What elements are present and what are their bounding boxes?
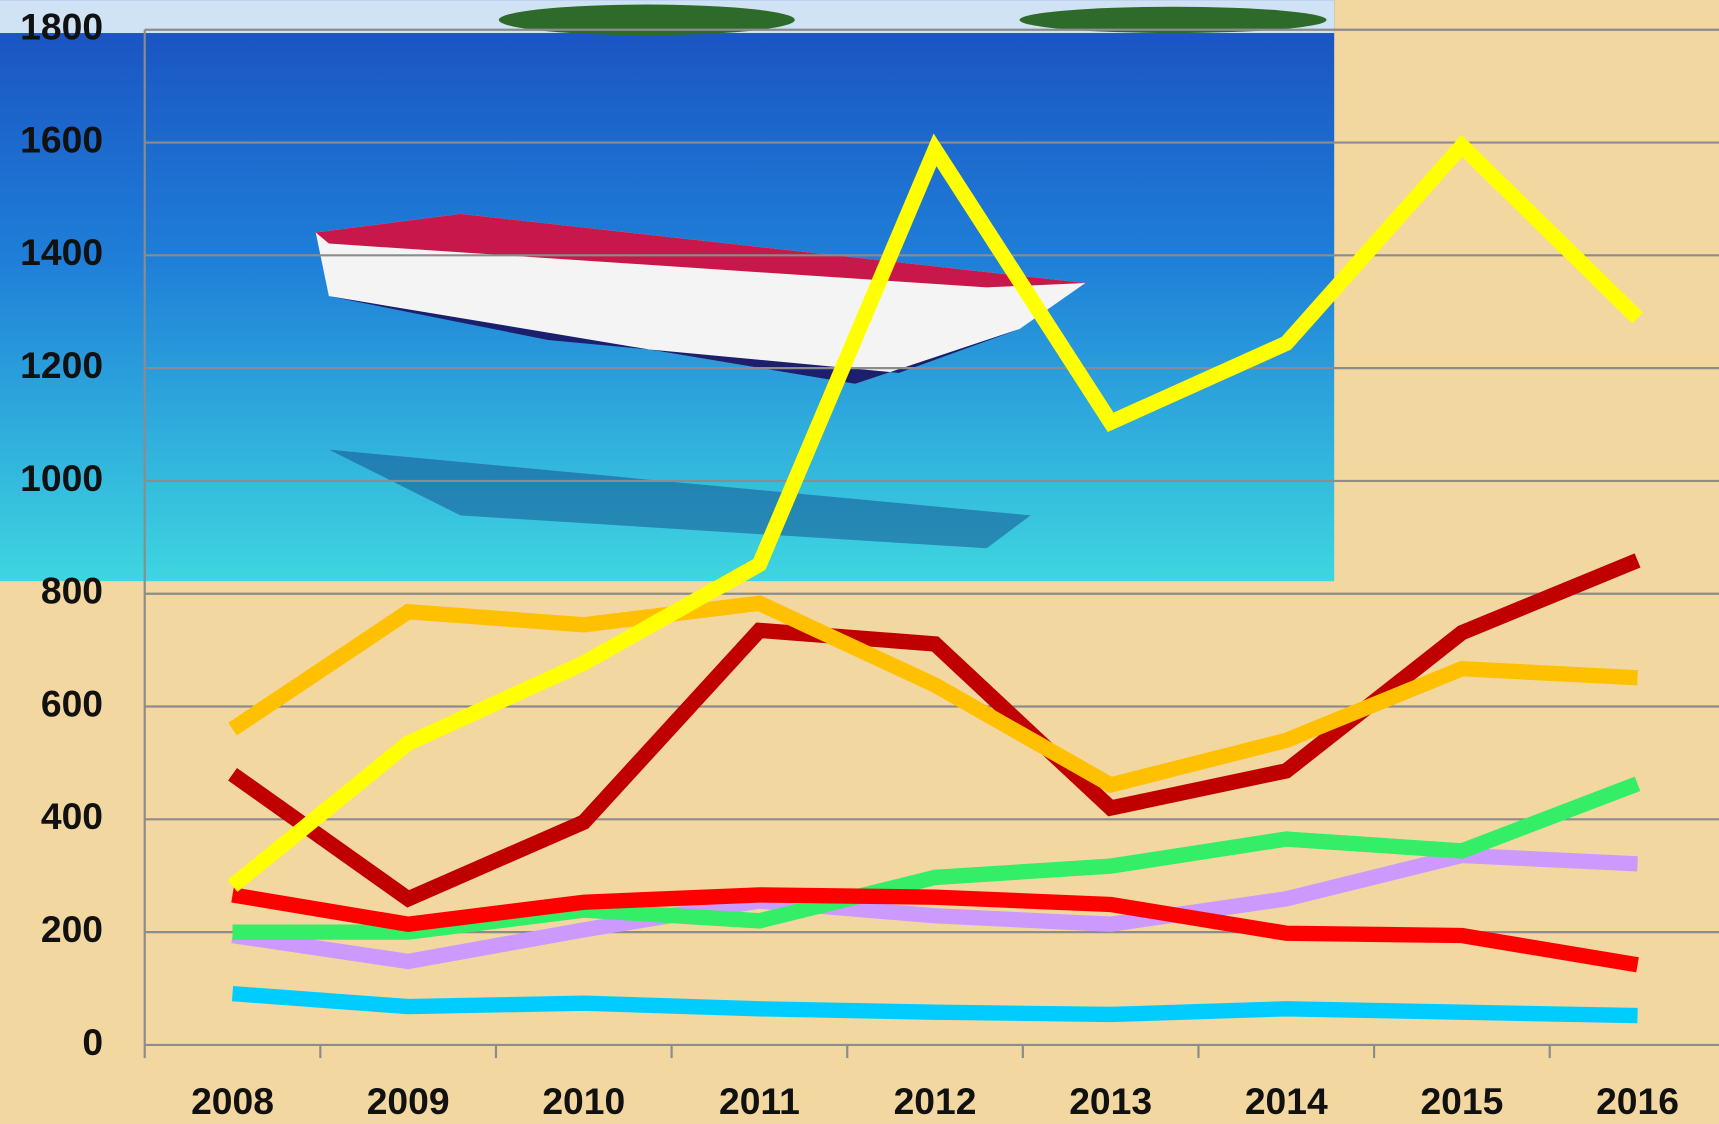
y-tick-label: 200 <box>41 908 103 950</box>
x-tick-label: 2009 <box>367 1080 450 1122</box>
y-tick-label: 0 <box>82 1021 103 1063</box>
y-tick-label: 400 <box>41 795 103 837</box>
x-tick-label: 2014 <box>1245 1080 1328 1122</box>
page: {"chart_data": {"type": "line", "categor… <box>0 0 1719 1124</box>
y-tick-label: 1000 <box>20 457 103 499</box>
series-line <box>233 994 1638 1016</box>
series-line <box>233 603 1638 785</box>
x-tick-label: 2011 <box>719 1080 800 1122</box>
x-tick-label: 2016 <box>1596 1080 1679 1122</box>
chart: 0 200 400 600 800 1000 1200 1400 1600 1800 2008 200… <box>0 0 1719 1124</box>
x-tick-label: 2015 <box>1420 1080 1503 1122</box>
x-tick-label: 2008 <box>191 1080 274 1122</box>
y-tick-label: 1400 <box>20 231 103 273</box>
y-tick-label: 1200 <box>20 344 103 386</box>
x-tick-label: 2012 <box>894 1080 977 1122</box>
y-tick-label: 600 <box>41 682 103 724</box>
x-tick-label: 2013 <box>1069 1080 1152 1122</box>
y-tick-label: 1600 <box>20 118 103 160</box>
x-tick-label: 2010 <box>542 1080 625 1122</box>
y-tick-label: 1800 <box>20 6 103 48</box>
y-tick-label: 800 <box>41 570 103 612</box>
